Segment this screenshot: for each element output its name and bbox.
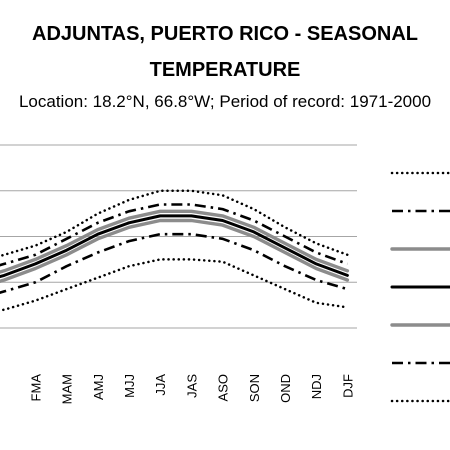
x-tick-label: MAM [60,374,75,404]
x-tick-label: MJJ [122,374,137,398]
x-tick-label: AMJ [91,374,106,400]
x-tick-label: NDJ [309,374,324,399]
x-axis-ticks: FMA MAM AMJ MJJ JJA JAS ASO SON OND NDJ DJF [28,374,355,405]
chart-title-line-1: ADJUNTAS, PUERTO RICO - SEASONAL [32,23,418,45]
legend [390,171,450,403]
series-line-6 [0,232,348,294]
series-lines [0,189,350,312]
x-tick-label: JAS [184,374,199,398]
series-line-7 [0,258,349,312]
x-tick-label: SON [247,374,262,402]
x-tick-label: DJF [340,374,355,398]
series-line-5 [0,218,350,283]
series-line-4 [0,214,349,279]
series-line-2 [0,203,348,267]
gridlines [0,144,357,329]
x-tick-label: FMA [28,374,43,402]
x-tick-label: OND [278,374,293,403]
x-tick-label: JJA [153,374,168,396]
x-tick-label: ASO [216,374,231,401]
chart-subtitle: Location: 18.2°N, 66.8°W; Period of reco… [18,92,432,111]
chart-title-line-2: TEMPERATURE [149,59,301,81]
series-line-3 [0,209,350,274]
